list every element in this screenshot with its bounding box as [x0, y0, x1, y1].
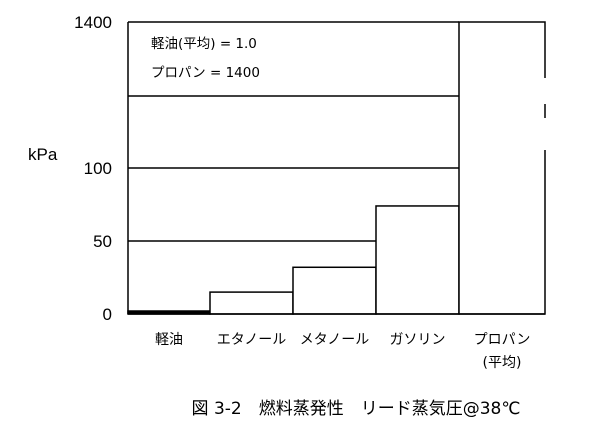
x-tick-label: メタノール: [300, 332, 370, 348]
x-tick-label: 軽油: [155, 332, 183, 348]
annotations: 軽油(平均) = 1.0 プロパン = 1400: [151, 36, 260, 81]
bar: [458, 21, 546, 315]
chart-annotation: プロパン = 1400: [151, 65, 260, 81]
y-tick-labels: 0 50 100 1400: [74, 13, 112, 324]
y-tick-label: 100: [84, 159, 112, 178]
x-tick-label: ガソリン: [390, 332, 446, 348]
bar: [292, 266, 377, 315]
x-category-labels: 軽油 エタノール メタノール ガソリン プロパン (平均): [155, 332, 530, 371]
bars: [127, 21, 546, 315]
grid: [128, 95, 459, 242]
x-tick-label: プロパン: [474, 332, 531, 348]
y-axis-label: kPa: [28, 145, 58, 164]
y-tick-label: 50: [93, 232, 112, 251]
y-tick-label: 0: [103, 305, 112, 324]
y-tick-label: 1400: [74, 13, 112, 32]
chart-annotation: 軽油(平均) = 1.0: [151, 36, 257, 52]
x-tick-sublabel: (平均): [483, 355, 522, 371]
x-tick-label: エタノール: [217, 332, 287, 348]
figure-caption: 図 3-2 燃料蒸発性 リード蒸気圧@38℃: [192, 399, 521, 419]
bar: [375, 205, 460, 315]
bar: [209, 291, 294, 315]
axes: [127, 21, 548, 315]
